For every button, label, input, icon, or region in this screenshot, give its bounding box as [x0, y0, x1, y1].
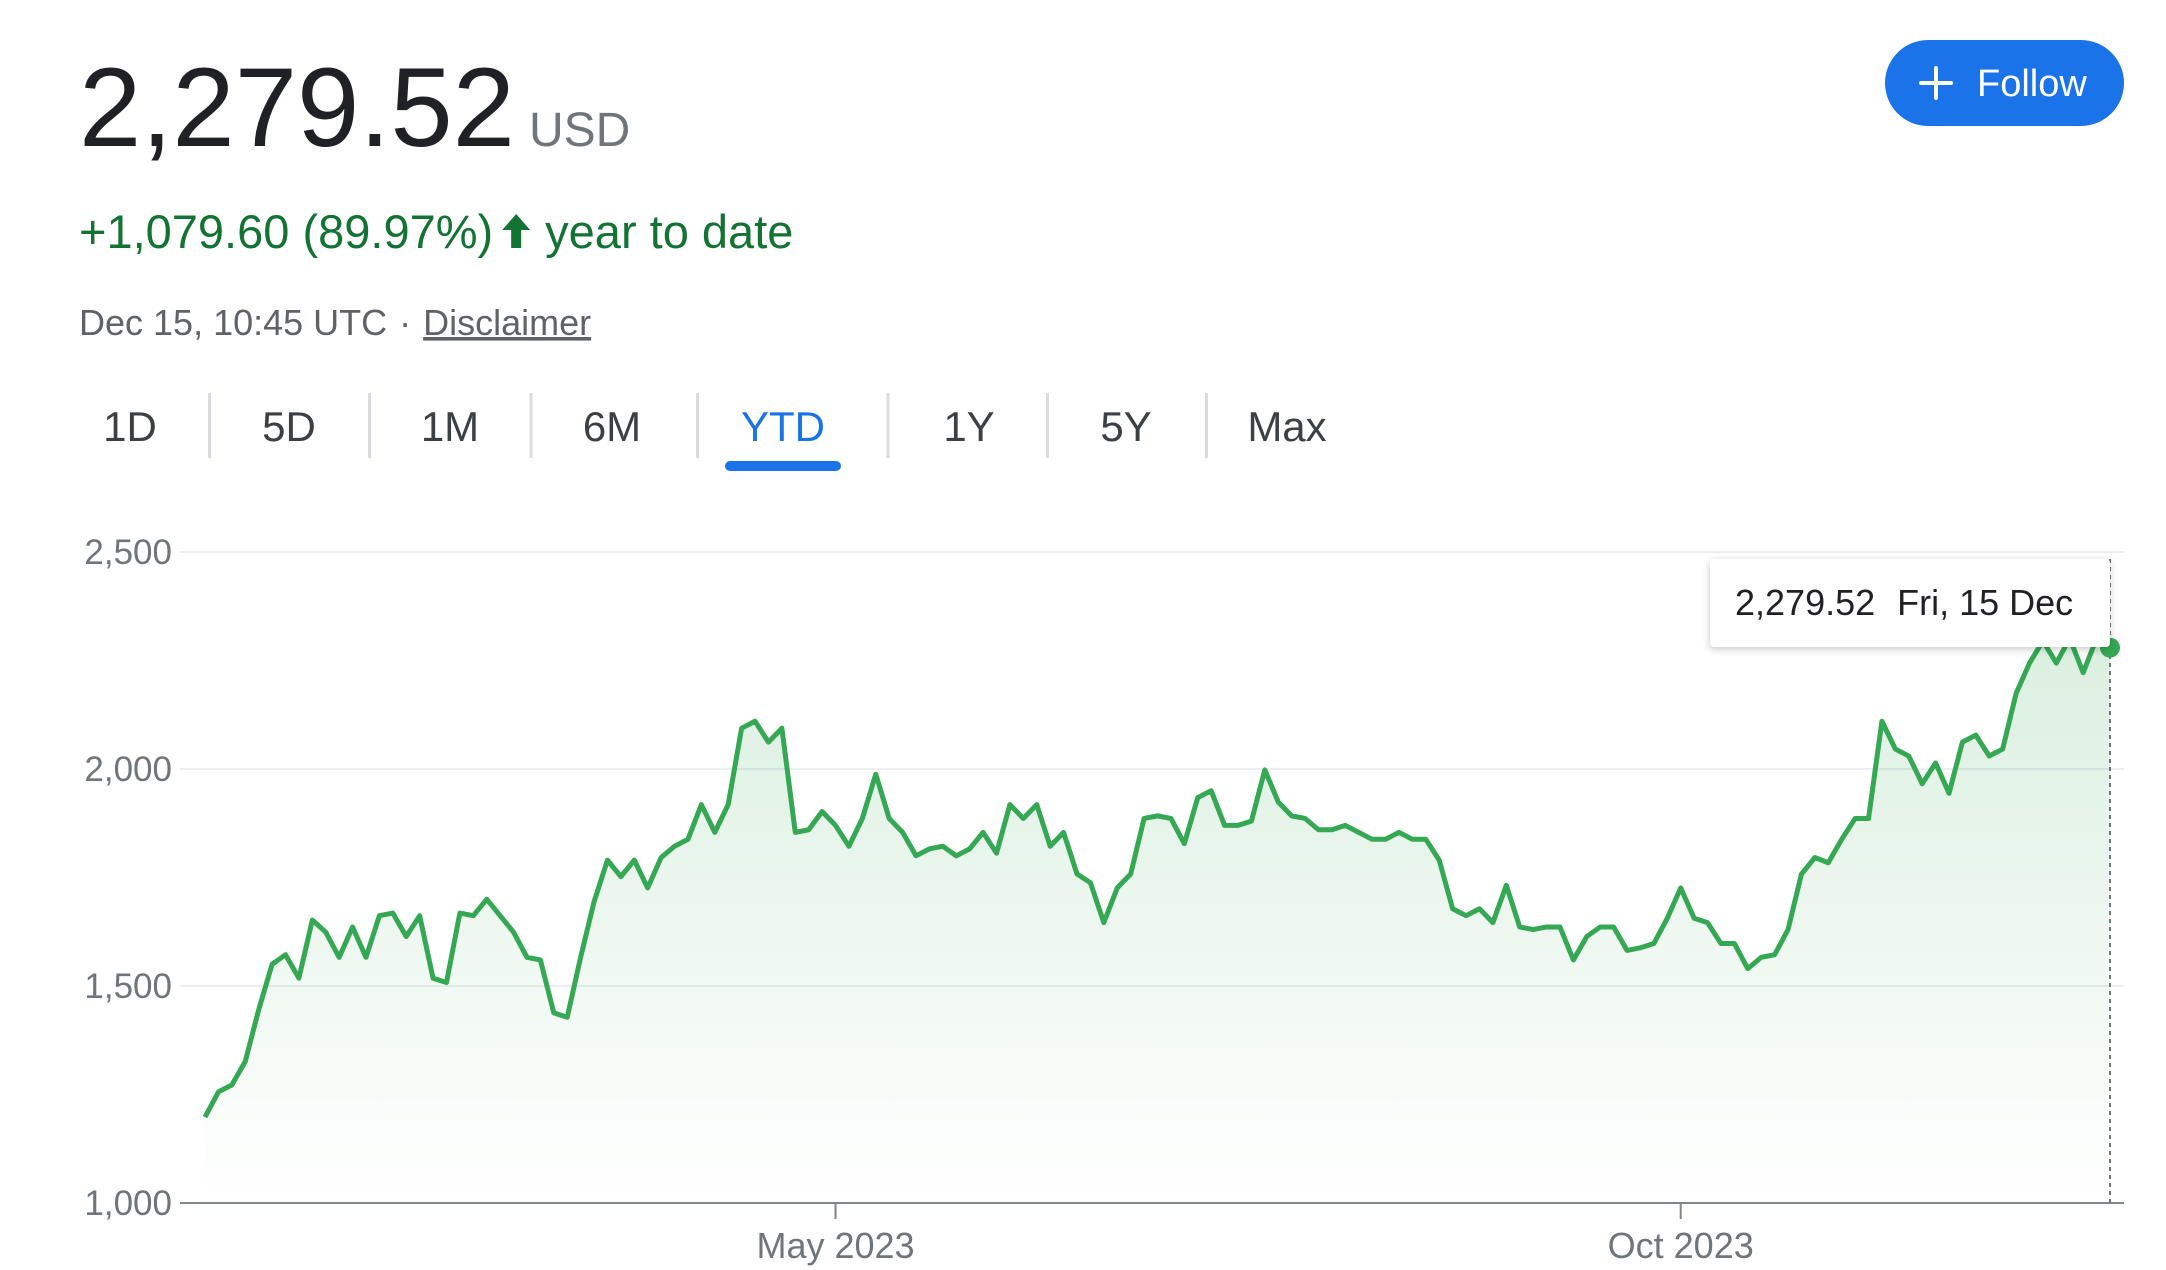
- range-tab[interactable]: 1Y: [943, 403, 994, 450]
- follow-button[interactable]: Follow: [1885, 40, 2124, 126]
- tooltip-date: Fri, 15 Dec: [1897, 582, 2073, 623]
- disclaimer-link[interactable]: Disclaimer: [423, 302, 591, 343]
- tooltip-value: 2,279.52: [1735, 582, 1875, 623]
- follow-label[interactable]: Follow: [1977, 63, 2087, 105]
- range-tab[interactable]: 5Y: [1100, 403, 1151, 450]
- range-tabs: 1D 5D 1M 6M YTD 1Y 5Y Max: [103, 393, 1327, 471]
- range-tab[interactable]: 5D: [262, 403, 316, 450]
- y-tick-label: 1,500: [84, 967, 172, 1006]
- plus-icon: [1919, 66, 1953, 100]
- follow-button-bg[interactable]: [1885, 40, 2124, 126]
- currency: USD: [529, 104, 630, 157]
- range-tab[interactable]: YTD: [741, 403, 825, 450]
- y-tick-label: 2,000: [84, 750, 172, 789]
- y-tick-label: 2,500: [84, 533, 172, 572]
- x-tick-label: Oct 2023: [1608, 1225, 1754, 1266]
- period: year to date: [545, 205, 793, 258]
- price-change: +1,079.60 (89.97%): [79, 205, 493, 258]
- active-tab-indicator: [725, 461, 841, 471]
- range-tab[interactable]: 1D: [103, 403, 157, 450]
- tooltip: 2,279.52 Fri, 15 Dec: [1710, 559, 2110, 647]
- range-tab[interactable]: Max: [1247, 403, 1326, 450]
- chart: 1,000 1,500 2,000 2,500 May 2023 Oct 2023 2,27…: [84, 533, 2124, 1266]
- range-tab[interactable]: 6M: [583, 403, 641, 450]
- price-line: [202, 635, 2112, 1119]
- tooltip-box: [1710, 559, 2110, 647]
- separator: ·: [399, 302, 411, 343]
- x-tick-label: May 2023: [756, 1225, 914, 1266]
- timestamp: Dec 15, 10:45 UTC: [79, 302, 387, 343]
- up-arrow: [502, 214, 531, 248]
- up-arrow-icon: [502, 214, 531, 248]
- y-tick-label: 1,000: [84, 1184, 172, 1223]
- area-fill: [205, 638, 2110, 1203]
- range-tab[interactable]: 1M: [421, 403, 479, 450]
- price: 2,279.52: [79, 45, 515, 170]
